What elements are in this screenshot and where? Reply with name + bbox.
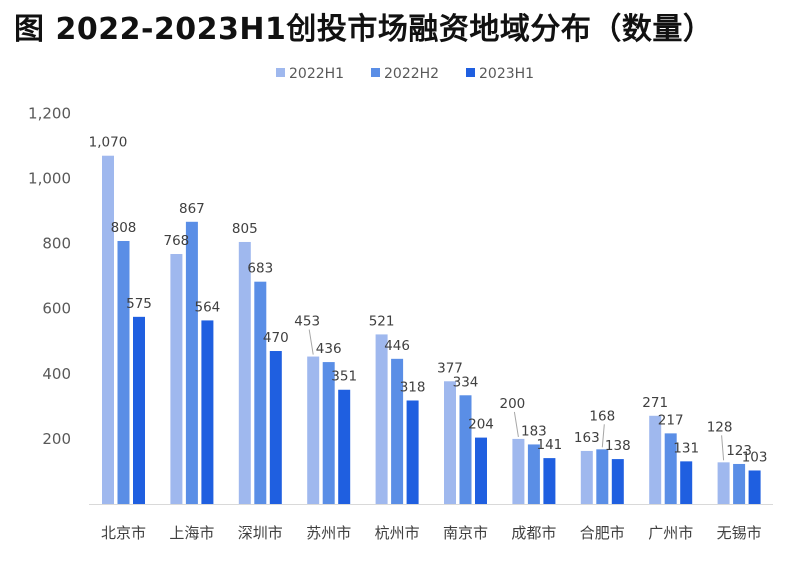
bar-2023H1-10 xyxy=(748,470,761,504)
y-tick-label: 200 xyxy=(42,430,71,448)
data-label: 521 xyxy=(369,313,395,329)
x-category-label: 广州市 xyxy=(648,524,693,542)
legend: 2022H1 2022H2 2023H1 xyxy=(276,66,534,82)
data-label: 436 xyxy=(316,341,342,357)
bar-2022H1-10 xyxy=(717,462,730,504)
data-label: 128 xyxy=(707,419,733,435)
legend-label: 2023H1 xyxy=(479,66,534,82)
x-category-label: 苏州市 xyxy=(306,524,351,542)
data-label: 808 xyxy=(111,220,137,236)
x-category-label: 深圳市 xyxy=(238,524,283,542)
data-label: 163 xyxy=(574,430,600,446)
data-label: 575 xyxy=(126,296,152,312)
bar-2022H2-9 xyxy=(664,433,677,504)
y-tick-label: 600 xyxy=(42,300,71,318)
x-category-label: 成都市 xyxy=(511,524,556,542)
data-label: 204 xyxy=(468,417,494,433)
data-label: 377 xyxy=(437,360,463,376)
data-label: 103 xyxy=(742,449,768,465)
bar-2022H2-6 xyxy=(459,395,472,504)
y-axis: 200 400 600 800 1,000 1,200 xyxy=(28,104,71,448)
bar-2022H2-2 xyxy=(185,221,198,504)
data-label: 470 xyxy=(263,330,289,346)
bar-2022H1-2 xyxy=(170,254,183,504)
legend-label: 2022H1 xyxy=(289,66,344,82)
bar-2023H1-7 xyxy=(543,458,556,504)
data-label-leader xyxy=(601,424,605,448)
bars xyxy=(102,155,761,504)
bar-2022H2-7 xyxy=(527,444,540,504)
bar-2022H1-5 xyxy=(375,334,388,504)
bar-2022H1-6 xyxy=(444,381,456,504)
x-category-label: 上海市 xyxy=(169,524,214,542)
bar-2023H1-3 xyxy=(269,351,282,504)
data-label-leader xyxy=(513,411,519,437)
bar-2022H1-9 xyxy=(649,415,662,504)
data-label: 183 xyxy=(521,423,547,439)
bar-2023H1-5 xyxy=(406,400,419,504)
data-label: 351 xyxy=(331,369,357,385)
x-axis: 北京市 上海市 深圳市 苏州市 杭州市 南京市 成都市 合肥市 广州市 无锡市 xyxy=(89,504,773,542)
bar-2023H1-6 xyxy=(475,437,487,504)
bar-2022H1-3 xyxy=(238,241,251,504)
data-label: 1,070 xyxy=(89,135,128,151)
legend-swatch xyxy=(371,68,380,77)
bar-2023H1-9 xyxy=(680,461,693,504)
x-category-label: 无锡市 xyxy=(717,524,762,542)
data-label: 200 xyxy=(500,396,526,412)
legend-swatch xyxy=(276,68,285,77)
data-label: 867 xyxy=(179,201,205,217)
y-tick-label: 800 xyxy=(42,235,71,253)
data-label: 271 xyxy=(642,395,668,411)
bar-2022H2-5 xyxy=(391,358,404,504)
chart-title: 图 2022-2023H1创投市场融资地域分布（数量） xyxy=(14,12,714,47)
data-label: 805 xyxy=(232,221,258,237)
bar-2022H2-1 xyxy=(117,240,130,504)
x-category-label: 合肥市 xyxy=(580,524,625,542)
data-label: 131 xyxy=(673,440,699,456)
data-label: 334 xyxy=(453,374,479,390)
data-label-leader xyxy=(308,329,314,355)
bar-2022H2-4 xyxy=(322,362,335,504)
legend-label: 2022H2 xyxy=(384,66,439,82)
data-label: 138 xyxy=(605,438,631,454)
data-label: 564 xyxy=(195,299,221,315)
legend-swatch xyxy=(466,68,475,77)
y-tick-label: 1,000 xyxy=(28,170,71,188)
bar-2022H1-7 xyxy=(512,438,525,504)
bar-2022H1-4 xyxy=(307,356,320,504)
bar-2022H2-8 xyxy=(596,449,609,504)
bar-2022H2-10 xyxy=(733,463,746,504)
bar-2022H2-3 xyxy=(254,281,267,504)
x-category-label: 杭州市 xyxy=(375,524,420,542)
x-category-label: 南京市 xyxy=(443,524,488,542)
data-label: 683 xyxy=(247,261,273,277)
data-label: 217 xyxy=(658,412,684,428)
data-label-leader xyxy=(721,435,725,461)
data-label: 318 xyxy=(400,379,426,395)
data-label: 453 xyxy=(294,314,320,330)
y-tick-label: 400 xyxy=(42,365,71,383)
y-tick-label: 1,200 xyxy=(28,104,71,122)
data-label: 123 xyxy=(726,443,752,459)
bar-2022H1-1 xyxy=(102,155,114,504)
bar-2023H1-8 xyxy=(611,459,624,504)
bar-2023H1-4 xyxy=(338,389,351,504)
data-label: 141 xyxy=(537,437,563,453)
bar-2022H1-8 xyxy=(580,450,593,504)
bar-2023H1-2 xyxy=(201,320,214,504)
data-label: 768 xyxy=(164,233,190,249)
data-label: 168 xyxy=(589,408,615,424)
x-category-label: 北京市 xyxy=(101,524,146,542)
bar-2023H1-1 xyxy=(133,316,145,504)
data-label: 446 xyxy=(384,338,410,354)
data-labels: 1,070 808 575 768 867 564 805 683 470 453 436 351 52… xyxy=(89,135,768,466)
